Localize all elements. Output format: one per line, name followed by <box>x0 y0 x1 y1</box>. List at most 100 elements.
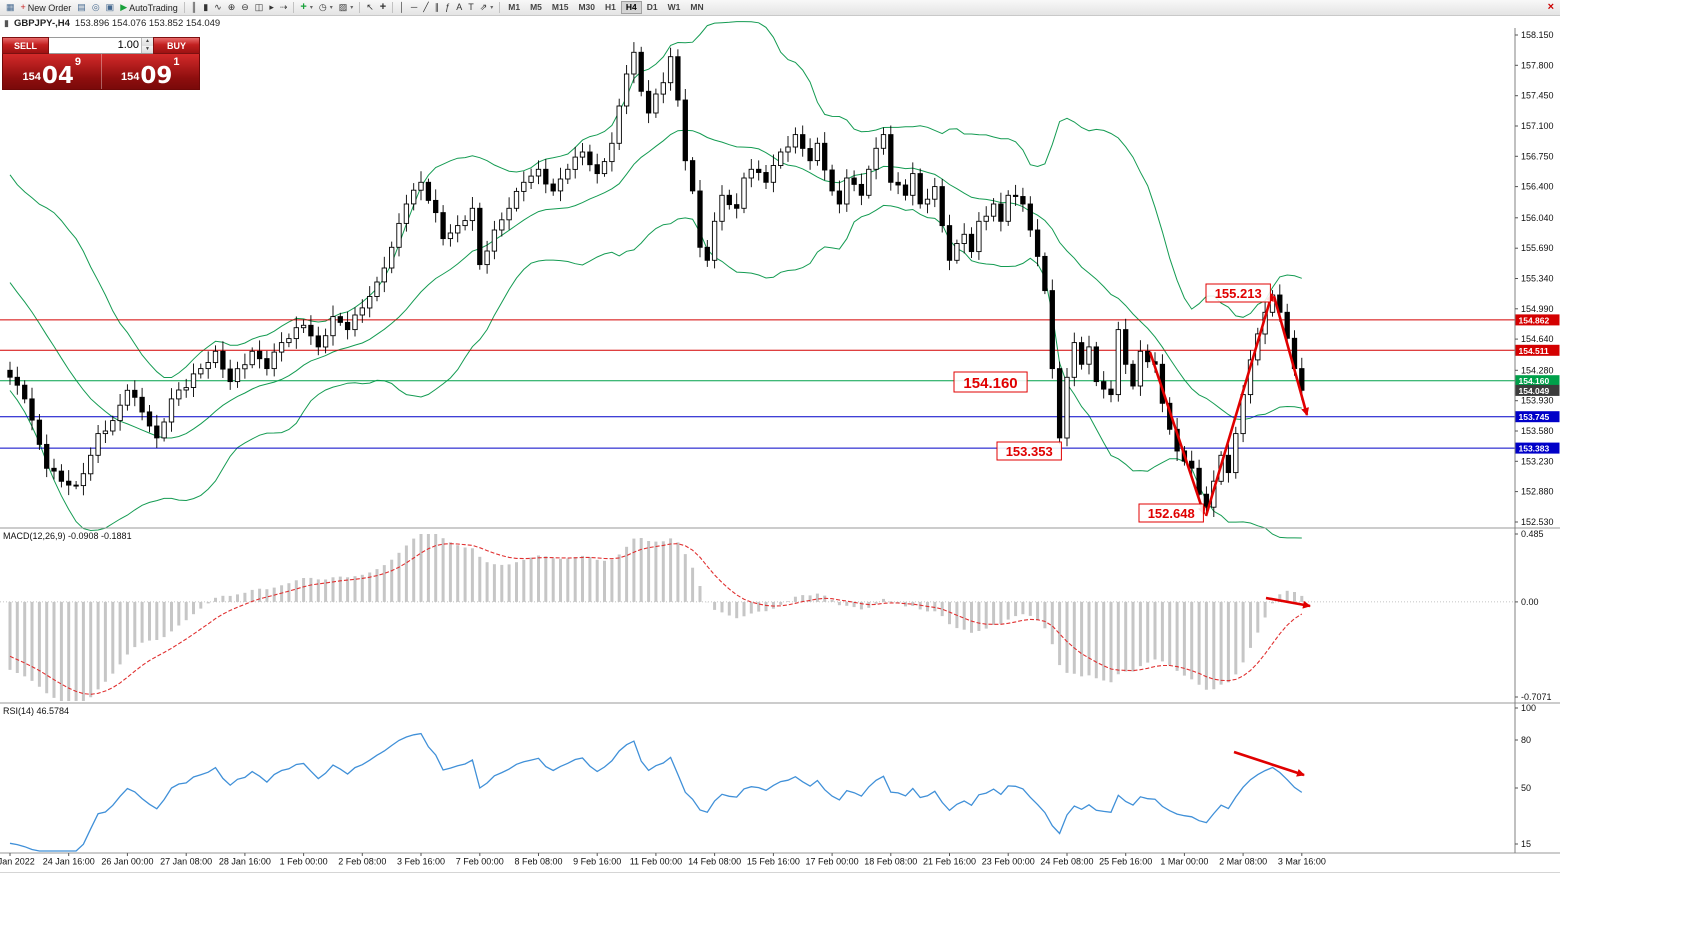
timeframe-h4-button[interactable]: H4 <box>620 1 642 14</box>
line-chart-icon[interactable]: ∿ <box>211 1 225 14</box>
svg-text:156.750: 156.750 <box>1521 151 1554 161</box>
arrows-tool-icon[interactable]: ⇗ ▾ <box>477 1 497 14</box>
svg-text:7 Feb 00:00: 7 Feb 00:00 <box>456 857 504 867</box>
annotations[interactable]: 155.213 154.160 153.353 152.648 <box>953 283 1311 777</box>
buy-button[interactable]: BUY <box>153 37 200 54</box>
crosshair-icon[interactable]: + <box>377 1 389 14</box>
cursor-icon[interactable]: ↖ <box>363 1 377 14</box>
svg-text:2 Mar 08:00: 2 Mar 08:00 <box>1219 857 1267 867</box>
svg-text:154.160: 154.160 <box>963 375 1017 392</box>
sell-button[interactable]: SELL <box>2 37 49 54</box>
timeframe-d1-button[interactable]: D1 <box>646 2 658 13</box>
terminal-icon[interactable]: ▣ <box>103 1 118 14</box>
trend-arrow <box>1233 750 1305 777</box>
trendline-icon[interactable]: ╱ <box>420 1 431 14</box>
timeframe-mn-button[interactable]: MN <box>690 2 704 13</box>
toolbar-separator <box>499 2 501 13</box>
trend-arrow <box>1148 351 1206 515</box>
tile-windows-icon[interactable]: ◫ <box>252 1 267 14</box>
rsi-pane: RSI(14) 46.5784 100 80 50 15 <box>3 703 1536 852</box>
chevron-down-icon[interactable]: ▾ <box>350 5 354 11</box>
trend-arrow <box>1204 293 1274 517</box>
chevron-down-icon[interactable]: ▾ <box>329 5 333 11</box>
autotrading-button[interactable]: ▶ AutoTrading <box>117 1 181 14</box>
volume-input[interactable]: 1.00 ▲ ▼ <box>49 37 153 54</box>
bar-chart-icon[interactable]: ║ <box>188 1 200 14</box>
svg-text:154.640: 154.640 <box>1521 334 1554 344</box>
volume-spinner-down-icon[interactable]: ▼ <box>142 45 153 53</box>
svg-text:154.160: 154.160 <box>1519 376 1550 386</box>
periods-icon: ◷ <box>318 2 327 12</box>
timeframe-h1-button[interactable]: H1 <box>604 2 616 13</box>
time-axis[interactable]: 21 Jan 2022 24 Jan 16:00 26 Jan 00:00 27 Ja… <box>0 853 1326 867</box>
level-lines[interactable] <box>0 319 1515 449</box>
trade-panel-controls: SELL 1.00 ▲ ▼ BUY <box>2 37 200 54</box>
market-watch-icon[interactable]: ▤ <box>74 1 89 14</box>
periods-icon[interactable]: ◷ ▾ <box>316 1 336 14</box>
svg-text:152.648: 152.648 <box>1148 506 1195 521</box>
volume-spinner: ▲ ▼ <box>141 38 153 53</box>
price-axis[interactable]: 158.150 157.800 157.450 157.100 156.750 156.4… <box>1515 30 1554 527</box>
cursor-icon: ↖ <box>366 2 374 12</box>
timeframe-m1-button[interactable]: M1 <box>508 2 521 13</box>
volume-value[interactable]: 1.00 <box>117 39 139 51</box>
vertical-line-icon[interactable]: │ <box>396 1 408 14</box>
channel-icon: ∥ <box>434 2 440 12</box>
svg-text:155.213: 155.213 <box>1215 286 1262 301</box>
svg-text:15: 15 <box>1521 839 1531 849</box>
mt4-window: 158.150 157.800 157.450 157.100 156.750 156.4… <box>0 0 1560 873</box>
svg-text:1 Feb 00:00: 1 Feb 00:00 <box>280 857 328 867</box>
chart-symbol-label: GBPJPY-,H4 <box>13 17 70 29</box>
svg-text:153.745: 153.745 <box>1519 412 1550 422</box>
timeframe-m15-button[interactable]: M15 <box>551 2 569 13</box>
timeframe-w1-button[interactable]: W1 <box>667 2 681 13</box>
fibonacci-icon[interactable]: ƒ <box>442 1 453 14</box>
templates-icon[interactable]: ▨ ▾ <box>336 1 357 14</box>
timeframe-m5-button[interactable]: M5 <box>530 2 542 13</box>
auto-scroll-icon[interactable]: ▸ <box>266 1 277 14</box>
macd-pane: MACD(12,26,9) -0.0908 -0.1881 0.485 0.00 -0… <box>0 529 1552 702</box>
vertical-line-icon: │ <box>399 2 405 12</box>
zoom-out-icon[interactable]: ⊖ <box>238 1 252 14</box>
new-order-button[interactable]: + New Order <box>18 1 75 14</box>
horizontal-line-icon[interactable]: ─ <box>408 1 420 14</box>
sell-price-main: 04 <box>41 63 74 89</box>
svg-text:3 Mar 16:00: 3 Mar 16:00 <box>1278 857 1326 867</box>
price-callout-box <box>996 441 1062 461</box>
sell-price-display[interactable]: 154 04 9 <box>3 54 102 89</box>
one-click-trading-panel: SELL 1.00 ▲ ▼ BUY 154 04 9 154 09 1 <box>2 37 200 90</box>
svg-text:11 Feb 00:00: 11 Feb 00:00 <box>630 857 682 867</box>
chevron-down-icon[interactable]: ▾ <box>309 5 313 11</box>
close-icon: × <box>1547 1 1554 13</box>
svg-text:153.580: 153.580 <box>1521 426 1554 436</box>
label-icon[interactable]: T <box>465 1 477 14</box>
svg-text:24 Feb 08:00: 24 Feb 08:00 <box>1040 857 1093 867</box>
price-callout-box <box>1205 283 1271 303</box>
close-icon[interactable]: × <box>1545 1 1557 14</box>
candlestick-icon: ▮ <box>4 17 9 28</box>
volume-spinner-up-icon[interactable]: ▲ <box>142 38 153 46</box>
svg-text:100: 100 <box>1521 703 1536 713</box>
channel-icon[interactable]: ∥ <box>432 1 443 14</box>
candlestick-chart-icon[interactable]: ▮ <box>200 1 211 14</box>
new-chart-icon[interactable]: ▦ <box>3 1 18 14</box>
trendline-icon: ╱ <box>423 2 429 12</box>
buy-price-main: 09 <box>140 63 173 89</box>
text-icon[interactable]: A <box>453 1 465 14</box>
navigator-icon[interactable]: ◎ <box>89 1 103 14</box>
chevron-down-icon[interactable]: ▾ <box>490 5 494 11</box>
buy-price-display[interactable]: 154 09 1 <box>102 54 200 89</box>
timeframe-m30-button[interactable]: M30 <box>578 2 595 13</box>
svg-text:156.040: 156.040 <box>1521 213 1554 223</box>
templates-icon: ▨ <box>338 2 348 12</box>
toolbar-separator <box>392 2 394 13</box>
svg-text:155.340: 155.340 <box>1521 273 1554 283</box>
svg-text:0.00: 0.00 <box>1521 597 1539 607</box>
chart-area[interactable]: 158.150 157.800 157.450 157.100 156.750 156.4… <box>0 0 1560 872</box>
zoom-in-icon[interactable]: ⊕ <box>225 1 239 14</box>
chart-shift-icon[interactable]: ⇢ <box>277 1 291 14</box>
indicators-icon[interactable]: + ▾ <box>297 1 315 14</box>
svg-text:153.230: 153.230 <box>1521 456 1554 466</box>
line-chart-icon: ∿ <box>214 2 222 12</box>
crosshair-icon: + <box>379 1 387 13</box>
